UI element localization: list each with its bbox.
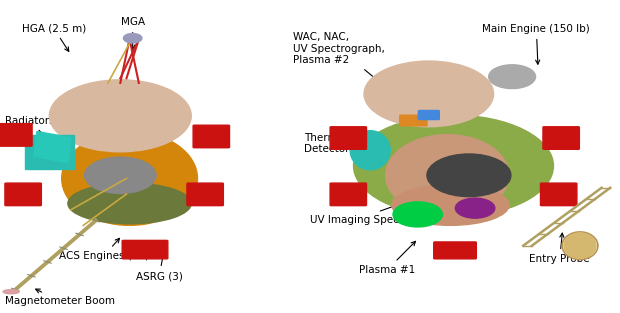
FancyBboxPatch shape bbox=[330, 127, 366, 149]
Text: ASRG (3): ASRG (3) bbox=[136, 248, 183, 281]
FancyBboxPatch shape bbox=[5, 183, 42, 206]
Circle shape bbox=[455, 198, 495, 218]
FancyBboxPatch shape bbox=[187, 183, 223, 206]
Text: Magnetometer Boom: Magnetometer Boom bbox=[5, 289, 115, 306]
FancyBboxPatch shape bbox=[0, 124, 32, 146]
FancyBboxPatch shape bbox=[122, 240, 168, 259]
FancyBboxPatch shape bbox=[434, 242, 476, 259]
Ellipse shape bbox=[564, 233, 596, 259]
Text: Plasma #1: Plasma #1 bbox=[359, 241, 415, 275]
Ellipse shape bbox=[386, 135, 509, 216]
Circle shape bbox=[353, 115, 554, 217]
FancyBboxPatch shape bbox=[418, 110, 440, 120]
FancyBboxPatch shape bbox=[330, 183, 366, 206]
Text: Main Engine (150 lb): Main Engine (150 lb) bbox=[482, 24, 590, 64]
Circle shape bbox=[393, 202, 443, 227]
Circle shape bbox=[364, 61, 494, 127]
Circle shape bbox=[489, 65, 536, 89]
Text: Entry Probe: Entry Probe bbox=[529, 233, 590, 264]
FancyBboxPatch shape bbox=[541, 183, 577, 206]
Text: HGA (2.5 m): HGA (2.5 m) bbox=[22, 23, 86, 51]
Polygon shape bbox=[34, 131, 71, 163]
FancyBboxPatch shape bbox=[400, 115, 427, 126]
Ellipse shape bbox=[3, 290, 19, 294]
Text: WAC, NAC,
UV Spectrograph,
Plasma #2: WAC, NAC, UV Spectrograph, Plasma #2 bbox=[293, 32, 399, 98]
Ellipse shape bbox=[350, 131, 390, 170]
Circle shape bbox=[50, 80, 191, 152]
Circle shape bbox=[84, 157, 156, 193]
Ellipse shape bbox=[392, 185, 509, 225]
Text: Thermal
Detector: Thermal Detector bbox=[304, 132, 386, 157]
Circle shape bbox=[427, 154, 511, 197]
Text: MGA: MGA bbox=[121, 17, 144, 49]
FancyBboxPatch shape bbox=[543, 127, 579, 149]
Circle shape bbox=[123, 33, 142, 43]
FancyBboxPatch shape bbox=[193, 125, 229, 148]
Text: ACS Engines (12): ACS Engines (12) bbox=[59, 239, 149, 261]
Polygon shape bbox=[25, 135, 74, 169]
Ellipse shape bbox=[62, 131, 197, 225]
Text: UV Imaging Spec.: UV Imaging Spec. bbox=[310, 202, 405, 225]
Text: Radiators: Radiators bbox=[5, 115, 55, 140]
Ellipse shape bbox=[68, 183, 191, 224]
